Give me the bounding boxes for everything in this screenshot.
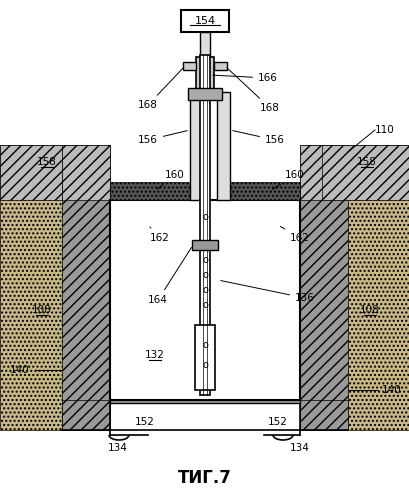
Text: 132: 132: [145, 350, 165, 360]
Text: 160: 160: [272, 170, 305, 190]
Bar: [181, 10, 229, 32]
Bar: [62, 145, 110, 430]
Bar: [195, 325, 215, 390]
Text: 134: 134: [290, 443, 310, 453]
Text: o: o: [202, 360, 208, 370]
Bar: [300, 145, 348, 430]
Text: 152: 152: [135, 417, 155, 427]
Bar: [62, 145, 110, 200]
Bar: [196, 57, 214, 92]
Bar: [218, 182, 300, 200]
Text: 162: 162: [150, 227, 170, 243]
Text: 110: 110: [375, 125, 395, 135]
Bar: [0, 145, 85, 430]
Text: 160: 160: [157, 170, 185, 190]
Text: 140: 140: [382, 385, 402, 395]
Bar: [300, 400, 348, 430]
Bar: [183, 62, 196, 70]
Text: 152: 152: [268, 417, 288, 427]
Text: 134: 134: [108, 443, 128, 453]
Text: 158: 158: [357, 157, 377, 167]
Text: 108: 108: [360, 305, 380, 315]
Bar: [188, 88, 222, 100]
Text: 154: 154: [194, 16, 216, 26]
Text: 168: 168: [138, 68, 183, 110]
Bar: [110, 200, 300, 400]
Bar: [300, 145, 348, 200]
Text: o: o: [202, 212, 208, 222]
Bar: [214, 62, 227, 70]
Text: o: o: [202, 300, 208, 310]
Text: o: o: [202, 340, 208, 350]
Bar: [322, 145, 409, 430]
Text: 108: 108: [32, 305, 52, 315]
Text: 166: 166: [213, 73, 278, 83]
Text: 140: 140: [10, 365, 30, 375]
Bar: [0, 145, 62, 200]
Text: 136: 136: [221, 280, 315, 303]
Bar: [200, 55, 210, 395]
Text: 168: 168: [227, 68, 280, 113]
Bar: [190, 92, 203, 200]
Text: 156: 156: [233, 130, 285, 145]
Text: 162: 162: [281, 226, 310, 243]
Text: 158: 158: [37, 157, 57, 167]
Bar: [200, 32, 210, 57]
Bar: [217, 92, 230, 200]
Text: ΤИГ.7: ΤИГ.7: [178, 469, 232, 487]
Bar: [192, 240, 218, 250]
Bar: [110, 182, 192, 200]
Text: o: o: [202, 285, 208, 295]
Bar: [322, 145, 409, 200]
Bar: [110, 400, 300, 403]
Text: o: o: [202, 255, 208, 265]
Text: 164: 164: [148, 248, 191, 305]
Text: 156: 156: [138, 130, 187, 145]
Text: o: o: [202, 270, 208, 280]
Bar: [62, 400, 110, 430]
